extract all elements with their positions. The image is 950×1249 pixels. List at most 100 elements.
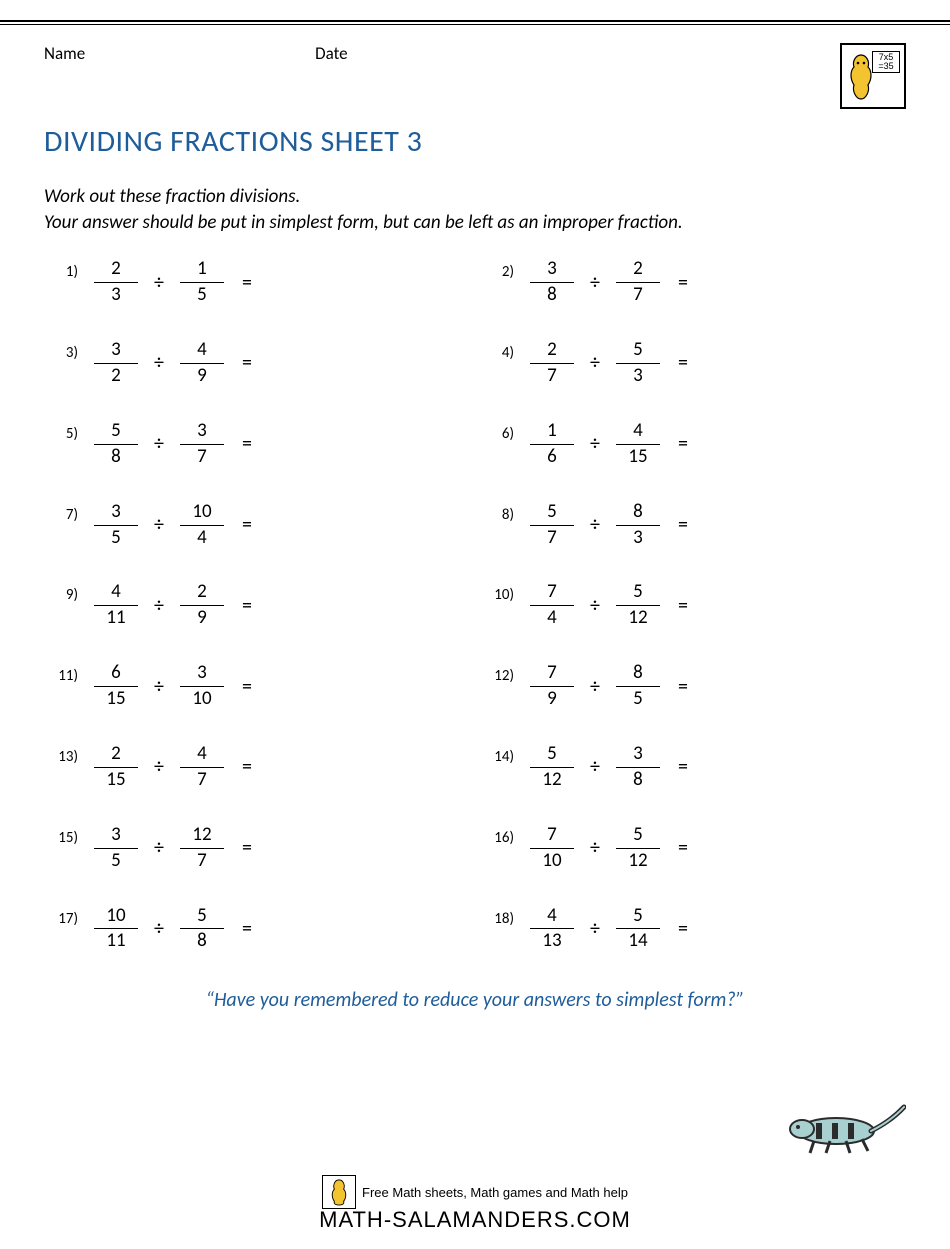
denominator: 7 <box>193 849 211 874</box>
denominator: 2 <box>107 364 125 389</box>
problem-number: 18) <box>480 904 522 928</box>
fraction-a: 215 <box>86 742 146 793</box>
divide-operator: ÷ <box>582 432 608 456</box>
footer-logo-icon <box>322 1175 356 1209</box>
fraction-b: 58 <box>172 904 232 955</box>
divide-operator: ÷ <box>582 271 608 295</box>
fraction-a: 57 <box>522 500 582 551</box>
footer-url: MATH-SALAMANDERS.COM <box>0 1207 950 1233</box>
fraction-b: 85 <box>608 661 668 712</box>
problem-row: 1)23÷15= <box>44 257 470 308</box>
denominator: 4 <box>193 526 211 551</box>
fraction-a: 38 <box>522 257 582 308</box>
numerator: 4 <box>629 419 647 444</box>
divide-operator: ÷ <box>582 675 608 699</box>
denominator: 10 <box>538 849 565 874</box>
numerator: 4 <box>193 742 211 767</box>
denominator: 8 <box>629 768 647 793</box>
equals-sign: = <box>232 836 258 860</box>
denominator: 3 <box>629 364 647 389</box>
problem-row: 15)35÷127= <box>44 823 470 874</box>
denominator: 13 <box>538 929 565 954</box>
reminder-text: “Have you remembered to reduce your answ… <box>44 988 906 1012</box>
problem-number: 4) <box>480 338 522 362</box>
problem-row: 12)79÷85= <box>480 661 906 712</box>
numerator: 7 <box>543 661 561 686</box>
numerator: 5 <box>629 823 647 848</box>
problem-number: 16) <box>480 823 522 847</box>
fraction-a: 413 <box>522 904 582 955</box>
numerator: 10 <box>188 500 215 525</box>
denominator: 7 <box>629 283 647 308</box>
denominator: 5 <box>107 526 125 551</box>
fraction-b: 38 <box>608 742 668 793</box>
denominator: 11 <box>102 929 129 954</box>
divide-operator: ÷ <box>146 432 172 456</box>
fraction-b: 104 <box>172 500 232 551</box>
problem-row: 5)58÷37= <box>44 419 470 470</box>
equals-sign: = <box>232 351 258 375</box>
fraction-a: 58 <box>86 419 146 470</box>
problem-row: 6)16÷415= <box>480 419 906 470</box>
equals-sign: = <box>668 432 694 456</box>
numerator: 5 <box>107 419 125 444</box>
denominator: 7 <box>543 364 561 389</box>
fraction-a: 35 <box>86 500 146 551</box>
denominator: 7 <box>193 445 211 470</box>
numerator: 7 <box>543 823 561 848</box>
equals-sign: = <box>668 836 694 860</box>
fraction-b: 514 <box>608 904 668 955</box>
date-label: Date <box>315 43 347 64</box>
equals-sign: = <box>668 271 694 295</box>
problem-number: 3) <box>44 338 86 362</box>
problem-number: 15) <box>44 823 86 847</box>
fraction-b: 310 <box>172 661 232 712</box>
denominator: 15 <box>102 768 129 793</box>
fraction-a: 512 <box>522 742 582 793</box>
divide-operator: ÷ <box>146 755 172 779</box>
numerator: 3 <box>107 338 125 363</box>
divide-operator: ÷ <box>146 351 172 375</box>
numerator: 7 <box>543 580 561 605</box>
numerator: 4 <box>543 904 561 929</box>
fraction-a: 23 <box>86 257 146 308</box>
problem-row: 3)32÷49= <box>44 338 470 389</box>
problem-row: 17)1011÷58= <box>44 904 470 955</box>
problem-number: 10) <box>480 580 522 604</box>
fraction-a: 32 <box>86 338 146 389</box>
problem-number: 11) <box>44 661 86 685</box>
equals-sign: = <box>668 675 694 699</box>
fraction-b: 53 <box>608 338 668 389</box>
fraction-b: 512 <box>608 823 668 874</box>
denominator: 11 <box>102 606 129 631</box>
fraction-b: 29 <box>172 580 232 631</box>
denominator: 9 <box>543 687 561 712</box>
problem-number: 9) <box>44 580 86 604</box>
numerator: 1 <box>543 419 561 444</box>
problem-row: 2)38÷27= <box>480 257 906 308</box>
problem-number: 5) <box>44 419 86 443</box>
instruction-line-1: Work out these fraction divisions. <box>44 184 906 210</box>
denominator: 3 <box>629 526 647 551</box>
problem-number: 13) <box>44 742 86 766</box>
equals-sign: = <box>668 351 694 375</box>
fraction-b: 49 <box>172 338 232 389</box>
divide-operator: ÷ <box>146 594 172 618</box>
denominator: 12 <box>624 849 651 874</box>
problem-number: 2) <box>480 257 522 281</box>
divide-operator: ÷ <box>582 755 608 779</box>
problem-number: 8) <box>480 500 522 524</box>
equals-sign: = <box>232 917 258 941</box>
fraction-a: 74 <box>522 580 582 631</box>
divide-operator: ÷ <box>582 594 608 618</box>
problem-row: 14)512÷38= <box>480 742 906 793</box>
footer-tagline: Free Math sheets, Math games and Math he… <box>362 1185 628 1200</box>
problem-number: 6) <box>480 419 522 443</box>
denominator: 9 <box>193 606 211 631</box>
equals-sign: = <box>668 755 694 779</box>
fraction-b: 415 <box>608 419 668 470</box>
fraction-b: 15 <box>172 257 232 308</box>
numerator: 5 <box>193 904 211 929</box>
numerator: 10 <box>102 904 129 929</box>
numerator: 12 <box>188 823 215 848</box>
